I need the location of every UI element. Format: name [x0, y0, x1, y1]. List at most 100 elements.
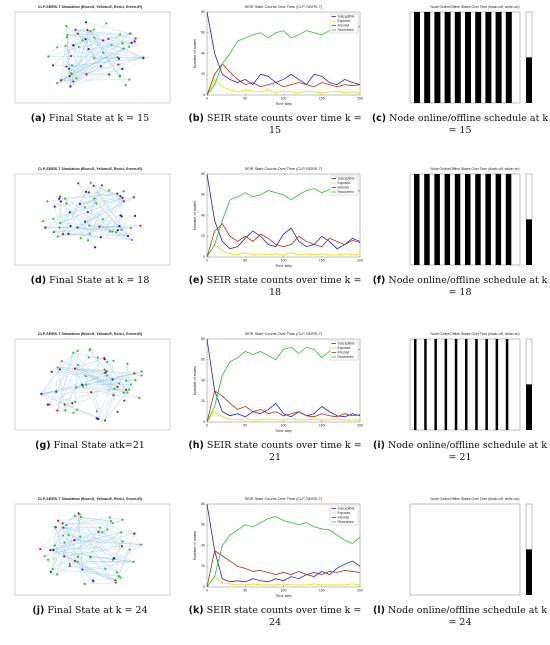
node [69, 224, 72, 228]
node [46, 558, 50, 561]
edge [89, 350, 113, 380]
node [52, 217, 55, 220]
edge [75, 29, 102, 67]
axes-box [409, 503, 521, 596]
edge [60, 44, 112, 81]
edge [47, 193, 118, 202]
edge [119, 57, 144, 77]
panel-label: (g) [35, 440, 51, 451]
node [53, 205, 56, 208]
edge [62, 212, 70, 235]
x-tick-label: 50 [243, 96, 247, 100]
edge [122, 519, 142, 545]
node [53, 544, 56, 547]
node [103, 356, 106, 360]
node [90, 391, 93, 394]
x-tick-label: 50 [243, 423, 247, 427]
node [77, 45, 80, 48]
edge [86, 33, 131, 75]
edge [113, 395, 140, 399]
edge [90, 556, 134, 562]
series-line [206, 516, 361, 588]
node [138, 396, 141, 399]
edge [79, 197, 123, 205]
edge [67, 34, 132, 44]
node [56, 46, 59, 49]
node [87, 48, 90, 51]
edge [98, 520, 111, 533]
chart-title: Node Online/Offline States Over Time (bl… [430, 167, 519, 171]
node [119, 33, 122, 36]
node [83, 582, 86, 586]
edge [75, 350, 78, 402]
legend-label: Recovered [338, 355, 354, 359]
edge [104, 379, 136, 421]
x-tick-label: 100 [281, 588, 287, 592]
node [116, 410, 119, 413]
node [65, 65, 68, 68]
panel-label: (k) [188, 605, 204, 616]
edge [48, 33, 131, 57]
edge [99, 226, 131, 229]
edge [91, 388, 115, 393]
node [66, 35, 69, 39]
edge [67, 34, 124, 49]
node [120, 531, 123, 534]
offline-bar [465, 339, 468, 430]
edge [63, 527, 123, 547]
edge [52, 29, 94, 66]
panel-label: (h) [188, 440, 204, 451]
edge [59, 193, 118, 199]
edge [41, 392, 92, 395]
y-tick-label: 20 [201, 399, 205, 403]
node [67, 232, 70, 235]
node [132, 196, 136, 199]
node [117, 575, 120, 578]
edge [66, 25, 120, 59]
node [102, 39, 105, 42]
node [75, 77, 78, 80]
series-line [206, 411, 360, 423]
panel-label: (j) [32, 605, 45, 616]
edge [57, 68, 123, 84]
legend-label: Infected [338, 23, 350, 27]
node [58, 197, 61, 200]
edge [123, 197, 134, 202]
edge [61, 79, 130, 81]
edge [65, 45, 71, 87]
edge [49, 350, 78, 405]
caption: (f) Node online/offline schedule at k = … [370, 275, 550, 299]
legend-box [329, 175, 359, 196]
node [47, 55, 50, 58]
edge [70, 43, 123, 87]
edge [60, 58, 95, 81]
edge [59, 227, 122, 230]
edge [52, 527, 56, 570]
edge [78, 46, 119, 65]
colorbar-off [526, 57, 532, 103]
node [121, 196, 124, 199]
edge [45, 222, 61, 228]
caption: (a) Final State at k = 15 [0, 113, 180, 125]
chart-title: Node Online/Offline States Over Time (bl… [430, 5, 519, 9]
edge [104, 388, 115, 421]
node [105, 370, 108, 373]
legend-box [329, 340, 359, 361]
node [128, 548, 131, 551]
edge [60, 45, 66, 81]
series-line [206, 78, 361, 96]
edge [74, 515, 135, 534]
edge [113, 371, 142, 396]
edge [96, 389, 127, 412]
edge [57, 367, 66, 411]
node [68, 565, 71, 568]
edge [104, 389, 130, 421]
edge [80, 516, 111, 522]
caption-text: Node online/offline schedule at k = 15 [389, 113, 549, 136]
legend-label: Exposed [338, 346, 351, 350]
offline-bar [424, 339, 427, 430]
series-line [206, 338, 361, 418]
node [103, 419, 107, 422]
panel-label: (l) [373, 605, 385, 616]
